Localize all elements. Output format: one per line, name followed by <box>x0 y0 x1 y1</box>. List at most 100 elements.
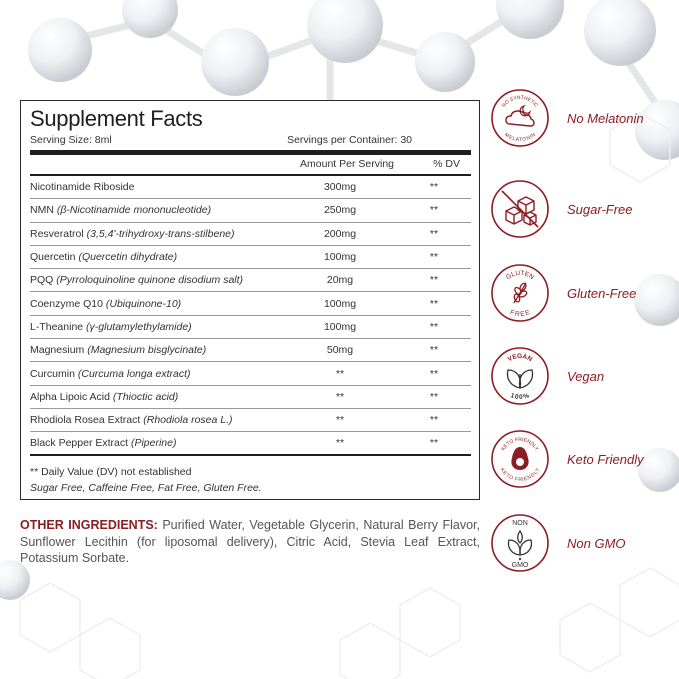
ingredient-amount: 200mg <box>323 227 357 240</box>
badge-non-gmo: NON GMO Non GMO <box>490 513 675 573</box>
ingredient-name: Magnesium (Magnesium bisglycinate) <box>30 344 270 356</box>
ingredient-name: Coenzyme Q10 (Ubiquinone-10) <box>30 298 270 310</box>
ingredient-name: Curcumin (Curcuma longa extract) <box>30 368 270 380</box>
non-gmo-icon: NON GMO <box>491 514 549 572</box>
ingredient-name: Alpha Lipoic Acid (Thioctic acid) <box>30 391 270 403</box>
ingredient-source: (Magnesium bisglycinate) <box>87 344 207 357</box>
ingredient-row: PQQ (Pyrroloquinoline quinone disodium s… <box>30 269 471 293</box>
ingredient-dv: ** <box>429 181 439 194</box>
svg-text:GLUTEN: GLUTEN <box>505 270 535 281</box>
amount-header: Amount Per Serving <box>300 158 394 170</box>
ingredient-main-name: Alpha Lipoic Acid <box>30 390 110 403</box>
thick-rule <box>30 150 471 155</box>
ingredient-dv: ** <box>429 367 439 380</box>
ingredient-source: (Curcuma longa extract) <box>77 367 191 380</box>
ingredient-main-name: Rhodiola Rosea Extract <box>30 414 141 427</box>
svg-text:GMO: GMO <box>512 562 529 569</box>
ingredient-name: L-Theanine (γ-glutamylethylamide) <box>30 321 270 333</box>
svg-text:MELATONIN: MELATONIN <box>503 132 537 144</box>
ingredient-main-name: Curcumin <box>30 367 75 380</box>
ingredient-dv: ** <box>429 436 439 449</box>
ingredient-dv: ** <box>429 274 439 287</box>
ingredient-amount: ** <box>335 367 345 380</box>
badge-gluten-free: GLUTEN FREE Gluten-Free <box>490 263 675 323</box>
ingredient-main-name: NMN <box>30 204 54 217</box>
vegan-icon: VEGAN 100% <box>491 347 549 405</box>
ingredient-dv: ** <box>429 227 439 240</box>
ingredient-row: NMN (β-Nicotinamide mononucleotide) 250mg… <box>30 199 471 223</box>
sugar-free-icon <box>491 180 549 238</box>
ingredient-name: Nicotinamide Riboside <box>30 181 270 193</box>
ingredient-name: Resveratrol (3,5,4'-trihydroxy-trans-sti… <box>30 228 270 240</box>
ingredient-main-name: Black Pepper Extract <box>30 436 129 449</box>
dv-footnote: ** Daily Value (DV) not established <box>30 465 192 478</box>
ingredient-dv: ** <box>429 204 439 217</box>
free-from-line: Sugar Free, Caffeine Free, Fat Free, Glu… <box>30 481 262 494</box>
svg-text:VEGAN: VEGAN <box>507 353 534 363</box>
ingredient-source: (3,5,4'-trihydroxy-trans-stilbene) <box>86 227 235 240</box>
ingredient-main-name: Magnesium <box>30 344 85 357</box>
ingredient-source: (Quercetin dihydrate) <box>78 251 178 264</box>
supplement-facts-panel: Supplement Facts Serving Size: 8ml Servi… <box>20 100 480 500</box>
badge-label: Sugar-Free <box>567 201 633 217</box>
ingredient-dv: ** <box>429 344 439 357</box>
other-ingredients-text: Purified Water, Vegetable Glycerin, Natu… <box>20 518 480 565</box>
ingredient-name: Rhodiola Rosea Extract (Rhodiola rosea L… <box>30 414 270 426</box>
ingredient-dv: ** <box>429 297 439 310</box>
ingredient-dv: ** <box>429 251 439 264</box>
ingredient-main-name: Nicotinamide Riboside <box>30 181 135 194</box>
badge-label: Vegan <box>567 368 605 384</box>
ingredient-amount: 100mg <box>323 320 357 333</box>
dv-header: % DV <box>433 158 460 170</box>
ingredient-row: Rhodiola Rosea Extract (Rhodiola rosea L… <box>30 409 471 433</box>
servings-per-container: Servings per Container: 30 <box>287 134 412 146</box>
ingredient-name: Quercetin (Quercetin dihydrate) <box>30 251 270 263</box>
svg-text:FREE: FREE <box>509 309 532 318</box>
badge-label: Gluten-Free <box>567 285 637 301</box>
badge-vegan: VEGAN 100% Vegan <box>490 346 675 406</box>
ingredient-amount: ** <box>335 436 345 449</box>
ingredient-amount: 100mg <box>323 297 357 310</box>
ingredient-source: (β-Nicotinamide mononucleotide) <box>56 204 212 217</box>
ingredient-dv: ** <box>429 414 439 427</box>
ingredient-row: L-Theanine (γ-glutamylethylamide) 100mg ** <box>30 316 471 340</box>
ingredient-main-name: L-Theanine <box>30 320 84 333</box>
ingredient-name: PQQ (Pyrroloquinoline quinone disodium s… <box>30 274 270 286</box>
ingredient-row: Black Pepper Extract (Piperine) ** ** <box>30 432 471 456</box>
gluten-free-icon: GLUTEN FREE <box>491 264 549 322</box>
badge-label: No Melatonin <box>567 110 644 126</box>
ingredient-amount: ** <box>335 390 345 403</box>
ingredient-dv: ** <box>429 390 439 403</box>
ingredient-source: (Pyrroloquinoline quinone disodium salt) <box>56 274 244 287</box>
ingredient-main-name: Coenzyme Q10 <box>30 297 103 310</box>
ingredient-source: (Rhodiola rosea L.) <box>143 414 233 427</box>
ingredient-table: Nicotinamide Riboside 300mg ** NMN (β-Nicot… <box>30 176 471 456</box>
facts-header-row: Amount Per Serving % DV <box>30 155 471 176</box>
other-ingredients: OTHER INGREDIENTS: Purified Water, Veget… <box>20 517 480 567</box>
badge-keto-friendly: KETO FRIENDLY KETO FRIENDLY Keto Friendl… <box>490 429 675 489</box>
ingredient-main-name: Quercetin <box>30 251 76 264</box>
ingredient-amount: 20mg <box>326 274 354 287</box>
ingredient-amount: 100mg <box>323 251 357 264</box>
badge-no-melatonin: NO SYNTHETIC MELATONIN No Melatonin <box>490 88 675 148</box>
badge-label: Keto Friendly <box>567 451 644 467</box>
ingredient-amount: 300mg <box>323 181 357 194</box>
serving-line: Serving Size: 8ml Servings per Container… <box>30 133 471 147</box>
ingredient-source: (Thioctic acid) <box>112 390 179 403</box>
keto-friendly-icon: KETO FRIENDLY KETO FRIENDLY <box>491 430 549 488</box>
header-spacer <box>30 157 260 171</box>
ingredient-main-name: PQQ <box>30 274 54 287</box>
svg-text:100%: 100% <box>509 392 530 401</box>
ingredient-source: (γ-glutamylethylamide) <box>86 320 192 333</box>
facts-title: Supplement Facts <box>30 105 203 132</box>
ingredient-source: (Piperine) <box>130 436 177 449</box>
svg-text:NO SYNTHETIC: NO SYNTHETIC <box>501 95 539 109</box>
badge-sugar-free: Sugar-Free <box>490 179 675 239</box>
ingredient-row: Resveratrol (3,5,4'-trihydroxy-trans-sti… <box>30 223 471 246</box>
ingredient-amount: ** <box>335 414 345 427</box>
badge-label: Non GMO <box>567 535 626 551</box>
ingredient-source: (Ubiquinone-10) <box>105 297 182 310</box>
ingredient-row: Quercetin (Quercetin dihydrate) 100mg ** <box>30 246 471 270</box>
ingredient-dv: ** <box>429 320 439 333</box>
